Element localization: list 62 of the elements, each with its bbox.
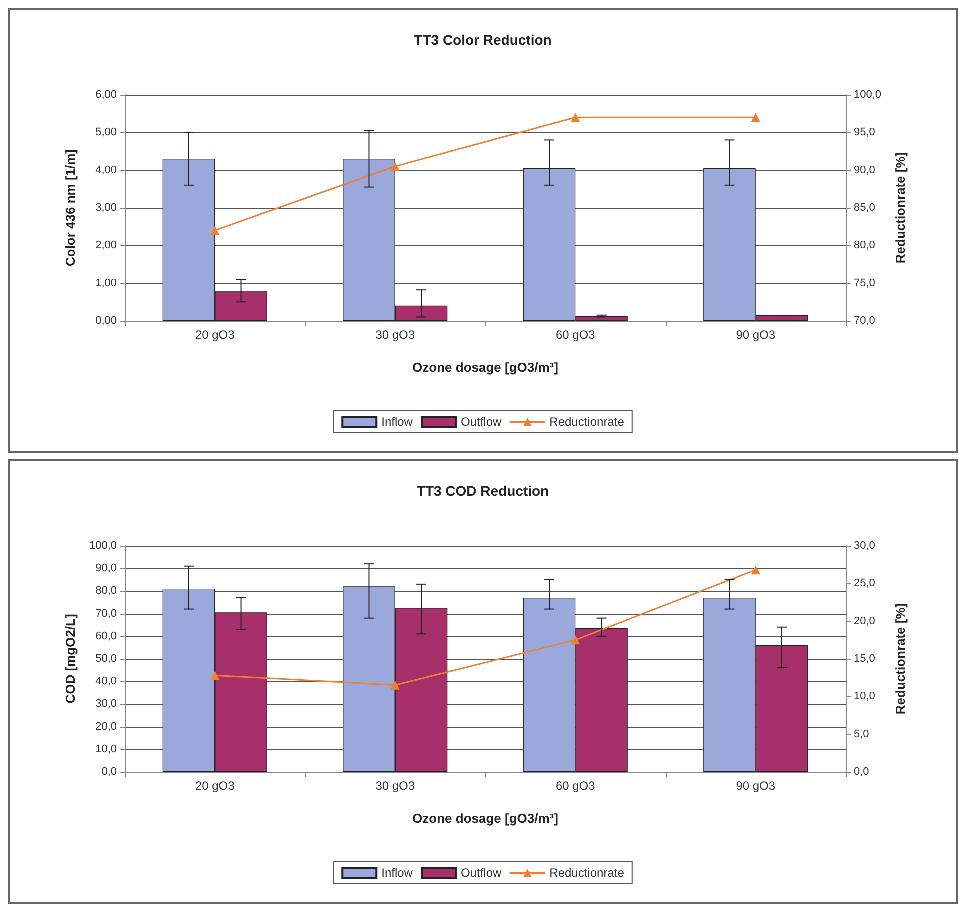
legend-label: Inflow — [382, 415, 414, 429]
y2-tick-label: 0,0 — [854, 766, 870, 778]
y-tick-label: 6,00 — [96, 89, 117, 101]
point — [751, 113, 760, 122]
y-tick-label: 3,00 — [96, 202, 117, 214]
y-tick-label: 20,0 — [96, 720, 117, 733]
y2-tick-label: 85,0 — [854, 202, 876, 214]
y2-tick-label: 20,0 — [854, 615, 876, 628]
point — [210, 671, 220, 680]
y2-axis-title: Reductionrate [%] — [893, 152, 908, 264]
y-tick-label: 10,0 — [96, 743, 117, 756]
point — [571, 636, 580, 645]
y2-tick-label: 5,0 — [854, 728, 870, 740]
y-tick-label: 4,00 — [96, 164, 117, 176]
y-tick-label: 90,0 — [96, 562, 117, 575]
y2-tick-label: 15,0 — [854, 653, 876, 665]
y2-tick-label: 25,0 — [854, 578, 876, 590]
y2-tick-label: 75,0 — [854, 277, 876, 290]
y2-tick-label: 30,0 — [854, 540, 876, 552]
y-tick-label: 2,00 — [96, 240, 117, 252]
y2-tick-label: 70,0 — [854, 315, 876, 327]
y2-tick-label: 80,0 — [854, 240, 876, 252]
x-tick-label: 20 gO3 — [195, 328, 236, 342]
point — [751, 566, 760, 575]
y-tick-label: 0,00 — [96, 315, 117, 327]
y-axis-title: COD [mgO2/L] — [63, 614, 78, 704]
y-tick-label: 80,0 — [96, 585, 117, 598]
point — [571, 113, 580, 122]
y-tick-label: 100,0 — [89, 540, 117, 552]
y-tick-label: 60,0 — [96, 630, 117, 642]
y2-tick-label: 90,0 — [854, 164, 876, 176]
legend-label: Inflow — [382, 866, 414, 880]
x-tick-label: 30 gO3 — [376, 328, 416, 342]
legend-label: Reductionrate — [550, 866, 625, 880]
y2-tick-label: 10,0 — [854, 690, 876, 703]
y-tick-label: 5,00 — [96, 126, 117, 139]
point — [390, 162, 400, 172]
y-tick-label: 30,0 — [96, 698, 117, 710]
chart-title: TT3 COD Reduction — [416, 483, 550, 499]
y2-axis-title: Reductionrate [%] — [893, 603, 908, 715]
y2-tick-label: 100,0 — [854, 89, 882, 101]
chart-title: TT3 Color Reduction — [414, 32, 552, 48]
x-axis-title: Ozone dosage [gO3/m³] — [412, 811, 558, 826]
y-tick-label: 1,00 — [96, 277, 117, 290]
y-axis-title: Color 436 nm [1/m] — [63, 149, 78, 267]
point — [210, 226, 220, 236]
x-tick-label: 60 gO3 — [556, 779, 596, 793]
legend-label: Reductionrate — [550, 415, 625, 429]
point — [390, 680, 400, 690]
legend-label: Outflow — [460, 415, 502, 429]
x-tick-label: 20 gO3 — [195, 779, 236, 793]
x-tick-label: 60 gO3 — [556, 328, 596, 342]
y-tick-label: 70,0 — [96, 608, 117, 620]
x-tick-label: 90 gO3 — [736, 328, 776, 342]
y2-tick-label: 95,0 — [854, 126, 876, 139]
x-tick-label: 90 gO3 — [736, 779, 776, 793]
x-tick-label: 30 gO3 — [376, 779, 416, 793]
legend-label: Outflow — [460, 866, 502, 880]
y-tick-label: 50,0 — [96, 653, 117, 665]
x-axis-title: Ozone dosage [gO3/m³] — [412, 360, 558, 375]
y-tick-label: 40,0 — [96, 676, 117, 688]
y-tick-label: 0,0 — [102, 766, 117, 778]
